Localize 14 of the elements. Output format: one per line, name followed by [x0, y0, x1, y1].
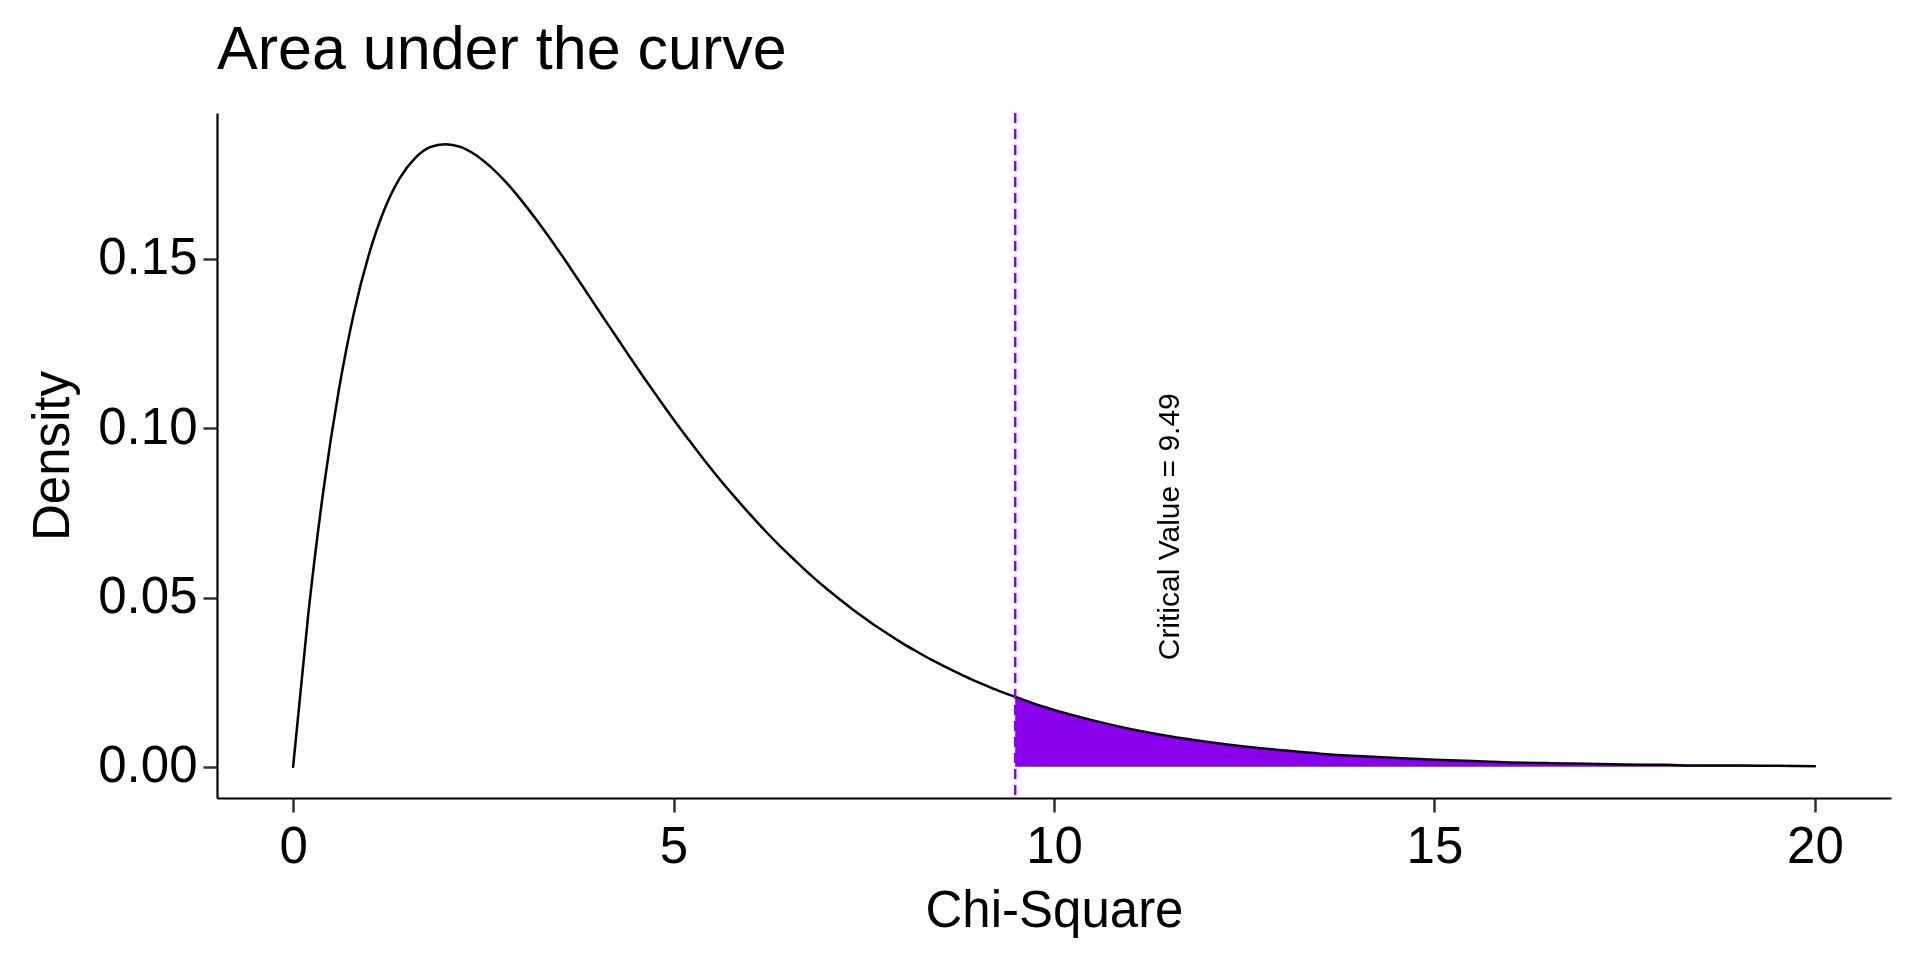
annotation: Critical Value = 9.49 — [1151, 393, 1185, 661]
y-tick-label: 0.05 — [98, 567, 198, 625]
x-axis-title: Chi-Square — [925, 880, 1184, 938]
x-tick-label: 5 — [659, 816, 689, 874]
x-tick-label: 20 — [1787, 816, 1844, 874]
chart-title: Area under the curve — [217, 13, 787, 82]
y-axis-title: Density — [23, 370, 81, 542]
x-tick-label: 15 — [1406, 816, 1464, 874]
x-tick-label: 10 — [1026, 816, 1083, 874]
y-tick-label: 0.00 — [98, 736, 198, 794]
y-tick-label: 0.10 — [98, 397, 198, 455]
y-tick-label: 0.15 — [98, 228, 198, 286]
x-tick-label: 0 — [279, 816, 308, 874]
line-series — [291, 142, 1817, 769]
